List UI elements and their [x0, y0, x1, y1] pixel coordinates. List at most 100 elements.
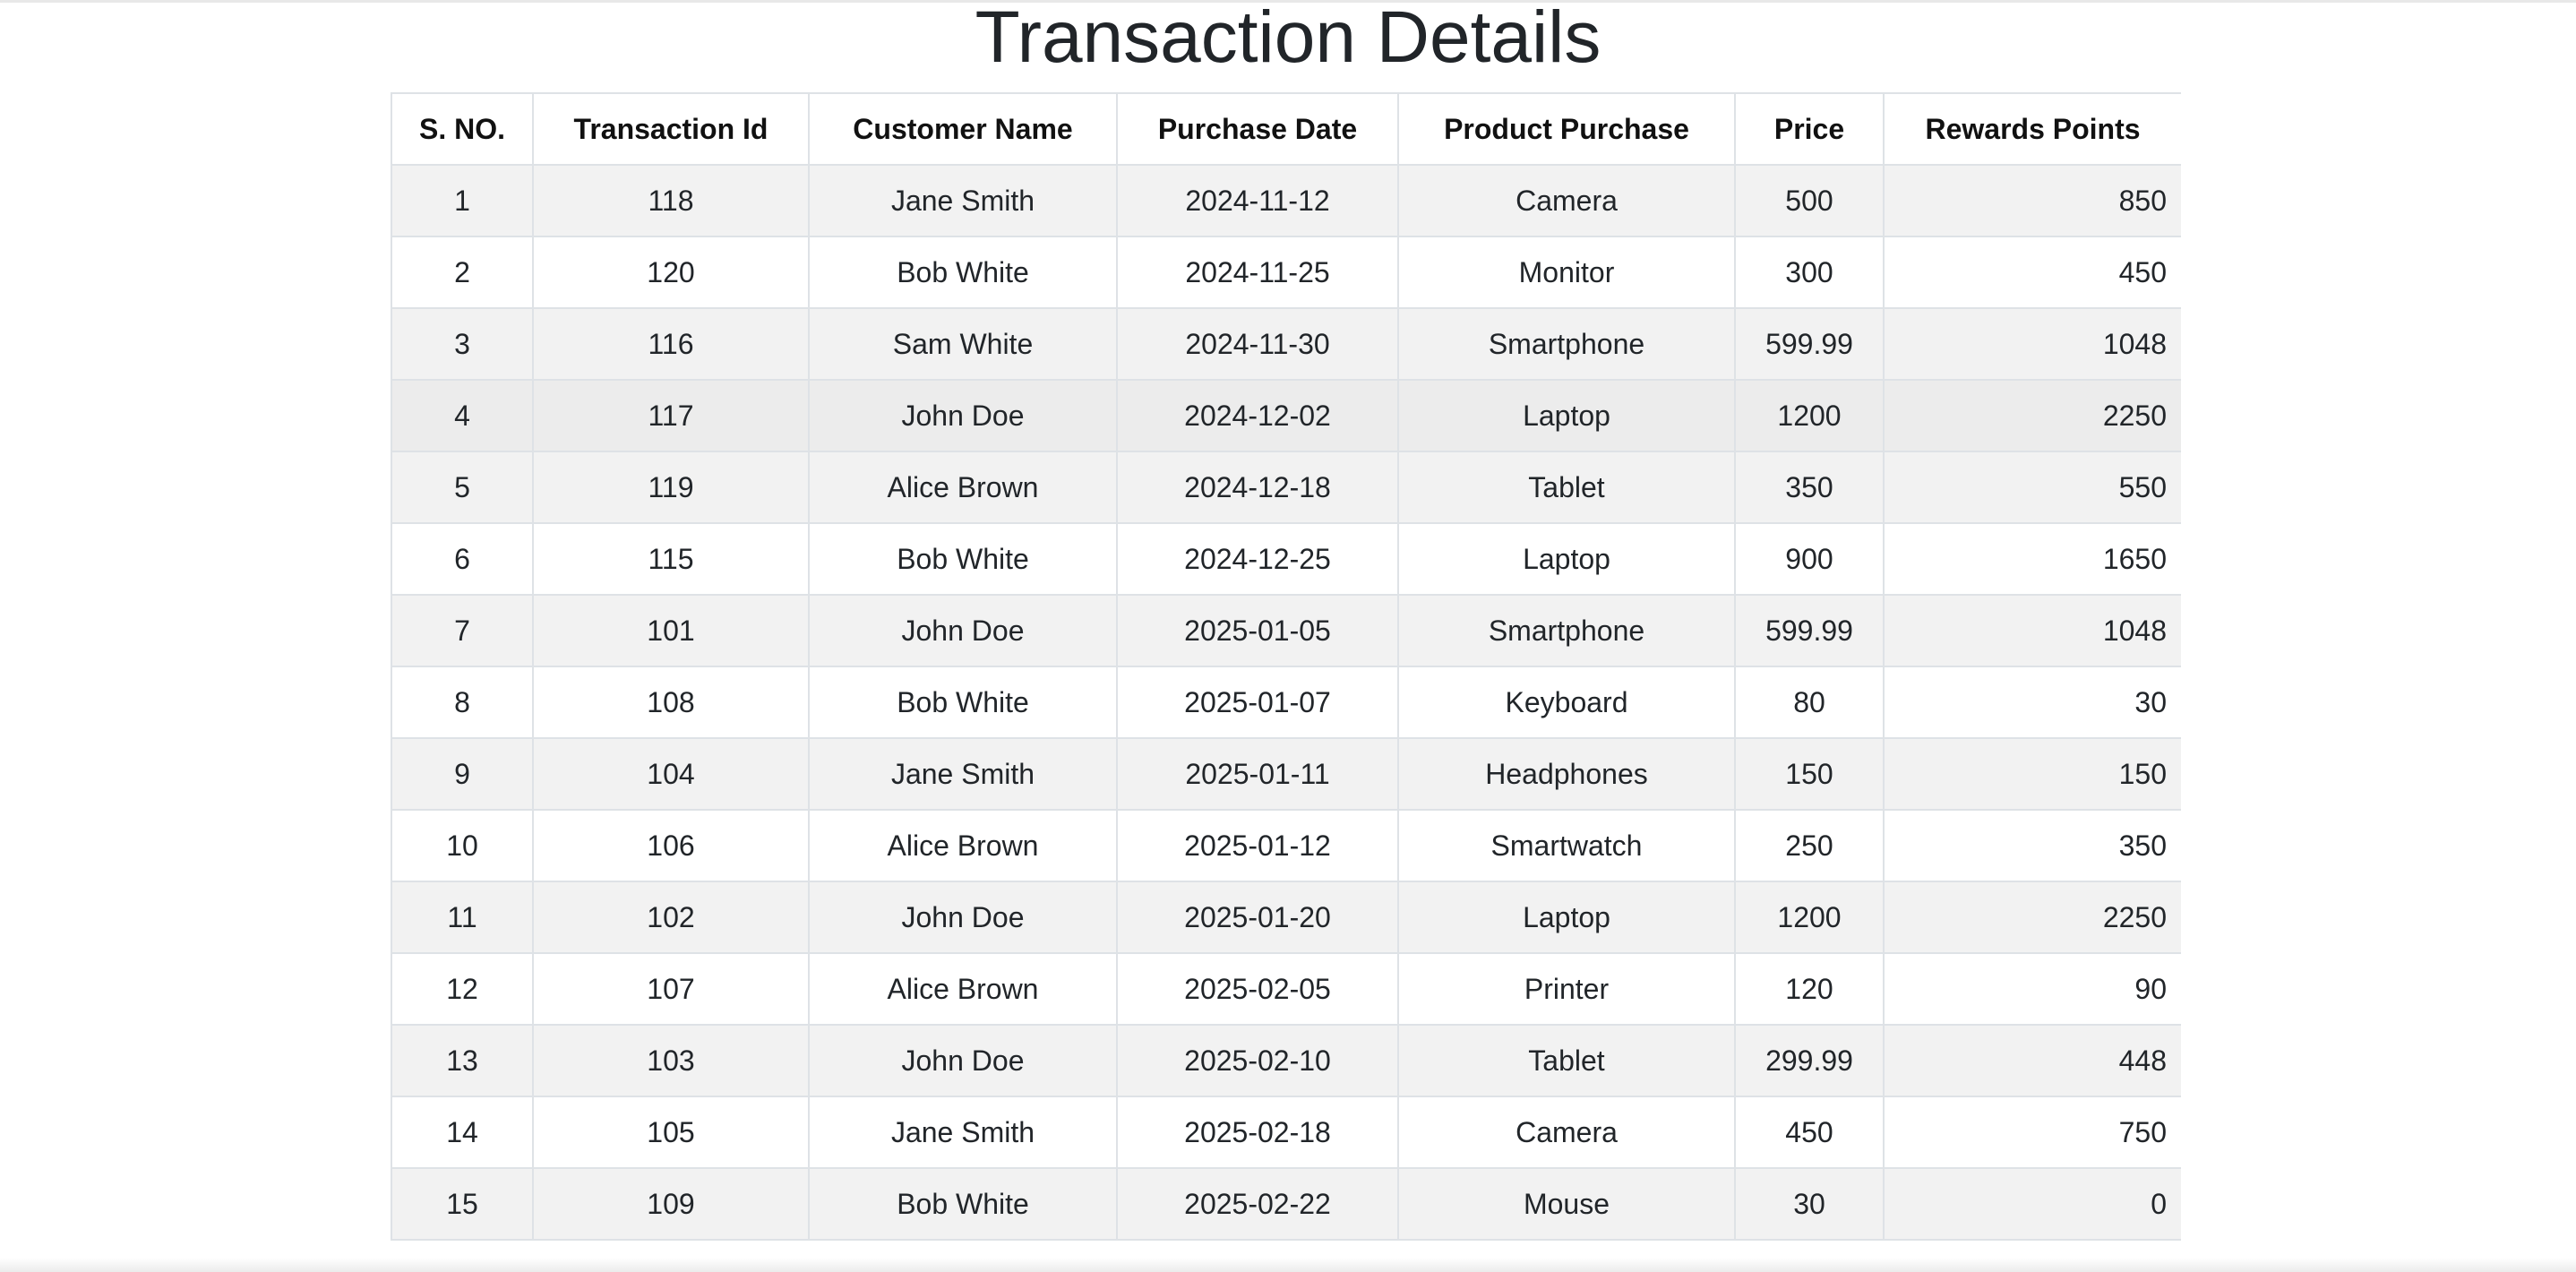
cell-customer-name: Bob White: [808, 666, 1118, 739]
cell-transaction-id: 108: [532, 666, 810, 739]
cell-customer-name: John Doe: [808, 594, 1118, 667]
cell-transaction-id: 109: [532, 1167, 810, 1241]
cell-purchase-date: 2025-02-05: [1116, 952, 1399, 1026]
cell-rewards-points: 448: [1883, 1024, 2181, 1097]
cell-customer-name: Jane Smith: [808, 164, 1118, 237]
cell-serial-number: 15: [391, 1167, 534, 1241]
cell-product-purchase: Printer: [1397, 952, 1736, 1026]
cell-purchase-date: 2025-02-22: [1116, 1167, 1399, 1241]
cell-customer-name: Alice Brown: [808, 451, 1118, 524]
table-row: 8 108 Bob White 2025-01-07 Keyboard 80 30: [391, 666, 2181, 739]
cell-purchase-date: 2025-01-11: [1116, 737, 1399, 811]
cell-rewards-points: 750: [1883, 1096, 2181, 1169]
cell-serial-number: 12: [391, 952, 534, 1026]
cell-rewards-points: 2250: [1883, 379, 2181, 452]
cell-product-purchase: Camera: [1397, 164, 1736, 237]
header-serial-number: S. NO.: [391, 92, 534, 166]
cell-price: 599.99: [1734, 307, 1885, 381]
table-row: 11 102 John Doe 2025-01-20 Laptop 1200 2250: [391, 881, 2181, 954]
cell-price: 150: [1734, 737, 1885, 811]
cell-transaction-id: 103: [532, 1024, 810, 1097]
table-row: 4 117 John Doe 2024-12-02 Laptop 1200 2250: [391, 379, 2181, 452]
cell-serial-number: 4: [391, 379, 534, 452]
header-price: Price: [1734, 92, 1885, 166]
cell-product-purchase: Smartwatch: [1397, 809, 1736, 882]
cell-rewards-points: 0: [1883, 1167, 2181, 1241]
cell-serial-number: 11: [391, 881, 534, 954]
cell-transaction-id: 115: [532, 522, 810, 596]
table-row: 6 115 Bob White 2024-12-25 Laptop 900 1650: [391, 522, 2181, 596]
cell-rewards-points: 1048: [1883, 307, 2181, 381]
cell-product-purchase: Tablet: [1397, 1024, 1736, 1097]
cell-price: 80: [1734, 666, 1885, 739]
cell-price: 299.99: [1734, 1024, 1885, 1097]
table-row: 5 119 Alice Brown 2024-12-18 Tablet 350 550: [391, 451, 2181, 524]
table-body: 1 118 Jane Smith 2024-11-12 Camera 500 850 2 120…: [391, 164, 2181, 1241]
cell-purchase-date: 2025-02-18: [1116, 1096, 1399, 1169]
table-row: 7 101 John Doe 2025-01-05 Smartphone 599.99 10…: [391, 594, 2181, 667]
cell-rewards-points: 850: [1883, 164, 2181, 237]
cell-customer-name: John Doe: [808, 379, 1118, 452]
cell-purchase-date: 2024-11-25: [1116, 236, 1399, 309]
table-row: 14 105 Jane Smith 2025-02-18 Camera 450 750: [391, 1096, 2181, 1169]
cell-price: 300: [1734, 236, 1885, 309]
cell-product-purchase: Headphones: [1397, 737, 1736, 811]
cell-serial-number: 7: [391, 594, 534, 667]
cell-price: 250: [1734, 809, 1885, 882]
cell-price: 120: [1734, 952, 1885, 1026]
cell-serial-number: 9: [391, 737, 534, 811]
cell-customer-name: Alice Brown: [808, 809, 1118, 882]
cell-product-purchase: Smartphone: [1397, 307, 1736, 381]
cell-customer-name: John Doe: [808, 881, 1118, 954]
cell-product-purchase: Tablet: [1397, 451, 1736, 524]
cell-purchase-date: 2024-11-30: [1116, 307, 1399, 381]
cell-transaction-id: 102: [532, 881, 810, 954]
header-customer-name: Customer Name: [808, 92, 1118, 166]
cell-transaction-id: 107: [532, 952, 810, 1026]
header-purchase-date: Purchase Date: [1116, 92, 1399, 166]
cell-product-purchase: Laptop: [1397, 522, 1736, 596]
cell-transaction-id: 105: [532, 1096, 810, 1169]
cell-transaction-id: 120: [532, 236, 810, 309]
cell-price: 1200: [1734, 379, 1885, 452]
cell-product-purchase: Laptop: [1397, 379, 1736, 452]
cell-purchase-date: 2025-01-05: [1116, 594, 1399, 667]
cell-customer-name: Bob White: [808, 1167, 1118, 1241]
cell-rewards-points: 90: [1883, 952, 2181, 1026]
cell-serial-number: 2: [391, 236, 534, 309]
transactions-table-container[interactable]: S. NO. Transaction Id Customer Name Purc…: [391, 92, 2181, 1272]
cell-purchase-date: 2024-12-25: [1116, 522, 1399, 596]
cell-serial-number: 6: [391, 522, 534, 596]
table-row: 1 118 Jane Smith 2024-11-12 Camera 500 850: [391, 164, 2181, 237]
cell-price: 450: [1734, 1096, 1885, 1169]
cell-product-purchase: Laptop: [1397, 881, 1736, 954]
cell-serial-number: 5: [391, 451, 534, 524]
cell-transaction-id: 119: [532, 451, 810, 524]
cell-product-purchase: Mouse: [1397, 1167, 1736, 1241]
table-row: 2 120 Bob White 2024-11-25 Monitor 300 450: [391, 236, 2181, 309]
cell-customer-name: Jane Smith: [808, 737, 1118, 811]
cell-product-purchase: Monitor: [1397, 236, 1736, 309]
cell-rewards-points: 1048: [1883, 594, 2181, 667]
cell-serial-number: 13: [391, 1024, 534, 1097]
cell-transaction-id: 106: [532, 809, 810, 882]
table-row: 3 116 Sam White 2024-11-30 Smartphone 599.99 1…: [391, 307, 2181, 381]
cell-serial-number: 10: [391, 809, 534, 882]
cell-price: 350: [1734, 451, 1885, 524]
cell-customer-name: Alice Brown: [808, 952, 1118, 1026]
table-row: 15 109 Bob White 2025-02-22 Mouse 30 0: [391, 1167, 2181, 1241]
cell-rewards-points: 30: [1883, 666, 2181, 739]
cell-rewards-points: 2250: [1883, 881, 2181, 954]
cell-price: 900: [1734, 522, 1885, 596]
cell-serial-number: 8: [391, 666, 534, 739]
cell-serial-number: 1: [391, 164, 534, 237]
cell-purchase-date: 2025-01-12: [1116, 809, 1399, 882]
header-row: S. NO. Transaction Id Customer Name Purc…: [391, 92, 2181, 166]
header-transaction-id: Transaction Id: [532, 92, 810, 166]
transactions-table: S. NO. Transaction Id Customer Name Purc…: [391, 92, 2181, 1241]
cell-purchase-date: 2025-01-07: [1116, 666, 1399, 739]
page-title: Transaction Details: [975, 0, 1601, 78]
table-header: S. NO. Transaction Id Customer Name Purc…: [391, 92, 2181, 166]
top-border: [0, 0, 2576, 3]
header-rewards-points: Rewards Points: [1883, 92, 2181, 166]
